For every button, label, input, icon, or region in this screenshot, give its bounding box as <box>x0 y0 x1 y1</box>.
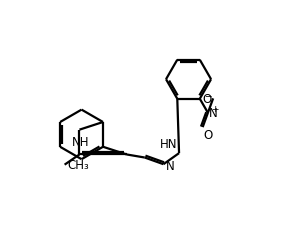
Text: −: − <box>205 90 212 99</box>
Text: +: + <box>211 105 218 114</box>
Text: N: N <box>209 107 218 120</box>
Text: NH: NH <box>72 135 89 148</box>
Text: HN: HN <box>160 138 177 151</box>
Text: O: O <box>204 129 213 142</box>
Text: O: O <box>203 92 212 105</box>
Text: CH₃: CH₃ <box>67 158 89 171</box>
Text: N: N <box>166 159 175 172</box>
